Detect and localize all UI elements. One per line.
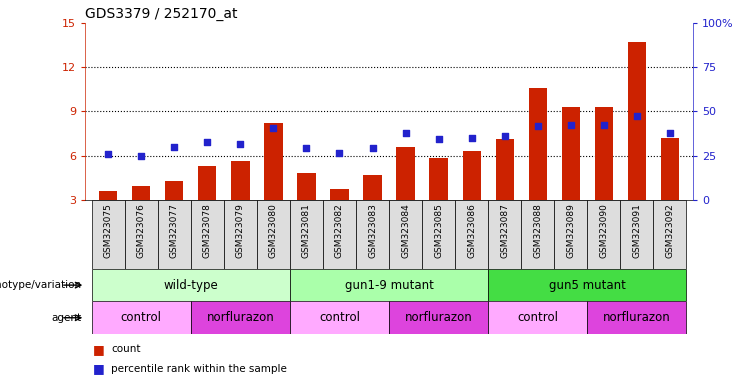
Bar — [488, 200, 521, 269]
Point — [399, 131, 411, 137]
Bar — [92, 301, 191, 334]
Point — [168, 144, 180, 150]
Bar — [92, 200, 124, 269]
Point — [465, 135, 477, 141]
Text: agent: agent — [51, 313, 82, 323]
Bar — [654, 200, 686, 269]
Bar — [224, 200, 257, 269]
Text: GSM323079: GSM323079 — [236, 203, 245, 258]
Point — [565, 121, 576, 127]
Text: gun1-9 mutant: gun1-9 mutant — [345, 279, 433, 291]
Text: GSM323082: GSM323082 — [335, 203, 344, 258]
Text: percentile rank within the sample: percentile rank within the sample — [111, 364, 287, 374]
Text: GSM323081: GSM323081 — [302, 203, 311, 258]
Bar — [191, 301, 290, 334]
Text: GSM323076: GSM323076 — [137, 203, 146, 258]
Text: GSM323080: GSM323080 — [269, 203, 278, 258]
Bar — [620, 200, 654, 269]
Point — [301, 145, 313, 151]
Text: GSM323078: GSM323078 — [203, 203, 212, 258]
Text: GSM323077: GSM323077 — [170, 203, 179, 258]
Point — [631, 113, 642, 119]
Text: GSM323092: GSM323092 — [665, 203, 674, 258]
Bar — [99, 191, 117, 200]
Bar — [133, 187, 150, 200]
Bar — [199, 166, 216, 200]
Text: wild-type: wild-type — [164, 279, 219, 291]
Text: control: control — [319, 311, 360, 324]
Point — [367, 145, 379, 151]
Point — [102, 151, 114, 157]
Text: GSM323088: GSM323088 — [533, 203, 542, 258]
Bar — [396, 147, 415, 200]
Bar — [191, 200, 224, 269]
Bar — [455, 200, 488, 269]
Bar — [521, 200, 554, 269]
Text: control: control — [121, 311, 162, 324]
Bar — [488, 301, 587, 334]
Bar — [330, 189, 348, 200]
Bar — [290, 200, 323, 269]
Bar — [554, 200, 587, 269]
Bar — [265, 123, 282, 200]
Text: gun5 mutant: gun5 mutant — [549, 279, 625, 291]
Text: GSM323075: GSM323075 — [104, 203, 113, 258]
Bar — [587, 301, 686, 334]
Bar — [323, 200, 356, 269]
Bar — [356, 200, 389, 269]
Point — [333, 149, 345, 156]
Bar — [389, 200, 422, 269]
Bar — [92, 269, 290, 301]
Text: count: count — [111, 344, 141, 354]
Bar — [290, 269, 488, 301]
Point — [664, 131, 676, 137]
Text: GDS3379 / 252170_at: GDS3379 / 252170_at — [85, 7, 238, 21]
Bar — [231, 161, 250, 200]
Bar — [488, 269, 686, 301]
Text: GSM323084: GSM323084 — [401, 203, 410, 258]
Text: norflurazon: norflurazon — [603, 311, 671, 324]
Point — [136, 152, 147, 159]
Bar — [430, 159, 448, 200]
Bar — [124, 200, 158, 269]
Bar — [297, 173, 316, 200]
Bar — [496, 139, 514, 200]
Text: GSM323083: GSM323083 — [368, 203, 377, 258]
Bar — [562, 107, 579, 200]
Point — [598, 121, 610, 127]
Text: genotype/variation: genotype/variation — [0, 280, 82, 290]
Text: GSM323089: GSM323089 — [566, 203, 575, 258]
Bar — [594, 107, 613, 200]
Point — [268, 124, 279, 131]
Bar — [462, 151, 481, 200]
Text: GSM323086: GSM323086 — [467, 203, 476, 258]
Text: GSM323087: GSM323087 — [500, 203, 509, 258]
Bar — [257, 200, 290, 269]
Bar — [165, 180, 184, 200]
Bar — [587, 200, 620, 269]
Bar — [363, 175, 382, 200]
Bar — [389, 301, 488, 334]
Point — [433, 136, 445, 142]
Bar — [661, 138, 679, 200]
Bar — [528, 88, 547, 200]
Point — [234, 141, 246, 147]
Bar — [628, 42, 645, 200]
Text: GSM323085: GSM323085 — [434, 203, 443, 258]
Bar — [158, 200, 191, 269]
Text: norflurazon: norflurazon — [207, 311, 274, 324]
Bar — [290, 301, 389, 334]
Point — [202, 139, 213, 146]
Text: norflurazon: norflurazon — [405, 311, 473, 324]
Text: GSM323091: GSM323091 — [632, 203, 641, 258]
Point — [532, 123, 544, 129]
Text: control: control — [517, 311, 558, 324]
Text: ■: ■ — [93, 343, 104, 356]
Text: ■: ■ — [93, 362, 104, 375]
Text: GSM323090: GSM323090 — [599, 203, 608, 258]
Point — [499, 133, 511, 139]
Bar — [422, 200, 455, 269]
